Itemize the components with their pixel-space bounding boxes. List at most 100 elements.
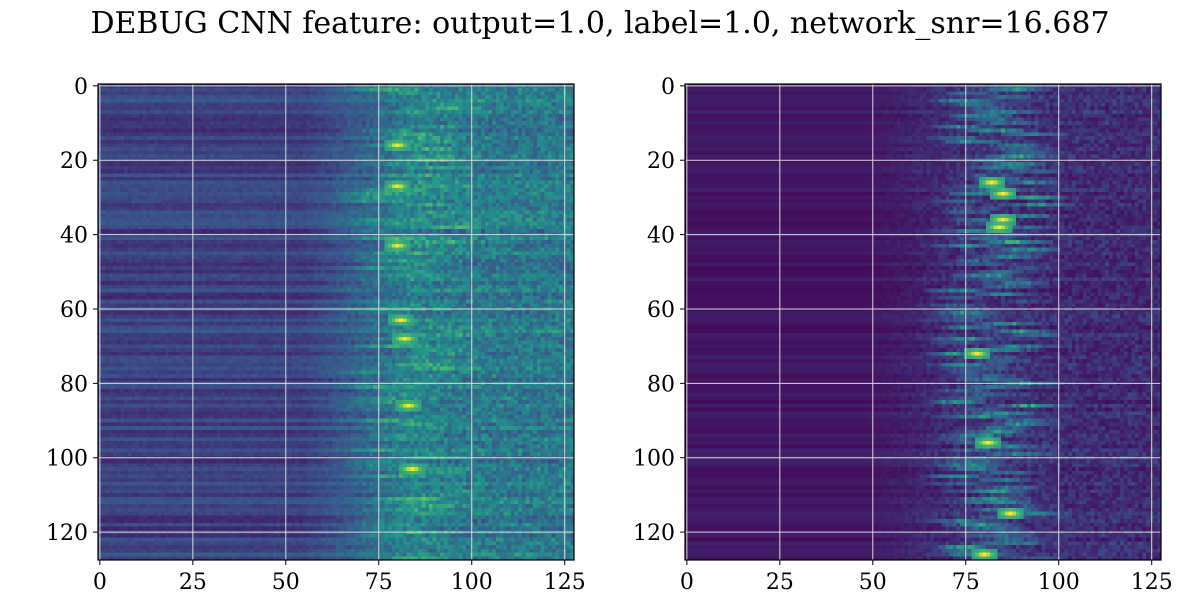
heatmap-cell [496, 144, 500, 148]
heatmap-cell [448, 95, 452, 99]
heatmap-cell [340, 136, 344, 140]
heatmap-cell [425, 103, 429, 107]
heatmap-cell [548, 117, 552, 121]
heatmap-cell [299, 117, 303, 121]
heatmap-cell [358, 132, 362, 136]
heatmap-cell [239, 147, 243, 151]
heatmap-cell [113, 91, 117, 95]
heatmap-cell [392, 114, 396, 118]
heatmap-cell [269, 110, 273, 114]
heatmap-cell [552, 136, 556, 140]
heatmap-cell [217, 114, 221, 118]
heatmap-cell [176, 129, 180, 133]
heatmap-cell [139, 88, 143, 92]
heatmap-cell [124, 95, 128, 99]
heatmap-cell [355, 151, 359, 155]
heatmap-cell [529, 132, 533, 136]
heatmap-cell [529, 99, 533, 103]
heatmap-cell [362, 114, 366, 118]
heatmap-cell [288, 125, 292, 129]
heatmap-cell [303, 99, 307, 103]
heatmap-cell [143, 136, 147, 140]
heatmap-cell [247, 125, 251, 129]
heatmap-cell [280, 136, 284, 140]
heatmap-cell [143, 103, 147, 107]
heatmap-cell [541, 117, 545, 121]
heatmap-cell [444, 140, 448, 144]
heatmap-cell [291, 114, 295, 118]
heatmap-cell [117, 117, 121, 121]
heatmap-cell [425, 129, 429, 133]
heatmap-cell [485, 91, 489, 95]
heatmap-cell [399, 121, 403, 125]
heatmap-cell [429, 117, 433, 121]
heatmap-cell [269, 147, 273, 151]
heatmap-cell [295, 136, 299, 140]
heatmap-cell [455, 106, 459, 110]
heatmap-cell [511, 88, 515, 92]
heatmap-cell [224, 125, 228, 129]
heatmap-cell [399, 88, 403, 92]
heatmap-cell [399, 129, 403, 133]
heatmap-cell [213, 144, 217, 148]
heatmap-cell [139, 99, 143, 103]
heatmap-cell [265, 147, 269, 151]
heatmap-cell [213, 151, 217, 155]
heatmap-cell [466, 95, 470, 99]
heatmap-cell [503, 147, 507, 151]
heatmap-cell [369, 106, 373, 110]
heatmap-cell [340, 110, 344, 114]
heatmap-cell [314, 99, 318, 103]
heatmap-cell [459, 121, 463, 125]
heatmap-cell [466, 117, 470, 121]
heatmap-cell [102, 125, 106, 129]
heatmap-cell [254, 125, 258, 129]
heatmap-cell [120, 103, 124, 107]
heatmap-cell [131, 121, 135, 125]
heatmap-cell [143, 129, 147, 133]
heatmap-cell [440, 110, 444, 114]
heatmap-cell [158, 95, 162, 99]
heatmap-cell [176, 106, 180, 110]
heatmap-cell [169, 125, 173, 129]
heatmap-cell [109, 132, 113, 136]
heatmap-cell [418, 99, 422, 103]
heatmap-cell [176, 117, 180, 121]
heatmap-cell [146, 129, 150, 133]
heatmap-cell [358, 151, 362, 155]
heatmap-cell [243, 106, 247, 110]
heatmap-cell [422, 140, 426, 144]
heatmap-cell [537, 147, 541, 151]
heatmap-cell [117, 147, 121, 151]
heatmap-cell [105, 129, 109, 133]
heatmap-cell [258, 114, 262, 118]
heatmap-cell [488, 117, 492, 121]
heatmap-cell [306, 151, 310, 155]
heatmap-cell [559, 103, 563, 107]
heatmap-cell [105, 117, 109, 121]
heatmap-cell [384, 125, 388, 129]
heatmap-cell [403, 99, 407, 103]
heatmap-cell [291, 99, 295, 103]
heatmap-cell [403, 140, 407, 144]
heatmap-cell [533, 88, 537, 92]
heatmap-cell [310, 147, 314, 151]
heatmap-cell [254, 136, 258, 140]
heatmap-cell [202, 125, 206, 129]
heatmap-cell [269, 103, 273, 107]
heatmap-cell [555, 140, 559, 144]
heatmap-cell [414, 99, 418, 103]
heatmap-cell [373, 99, 377, 103]
heatmap-cell [232, 114, 236, 118]
heatmap-cell [273, 136, 277, 140]
heatmap-cell [343, 136, 347, 140]
heatmap-cell [462, 99, 466, 103]
heatmap-cell [433, 144, 437, 148]
heatmap-cell [388, 151, 392, 155]
heatmap-cell [399, 95, 403, 99]
heatmap-cell [131, 91, 135, 95]
heatmap-cell [299, 129, 303, 133]
heatmap-cell [503, 136, 507, 140]
heatmap-cell [488, 121, 492, 125]
heatmap-cell [210, 106, 214, 110]
